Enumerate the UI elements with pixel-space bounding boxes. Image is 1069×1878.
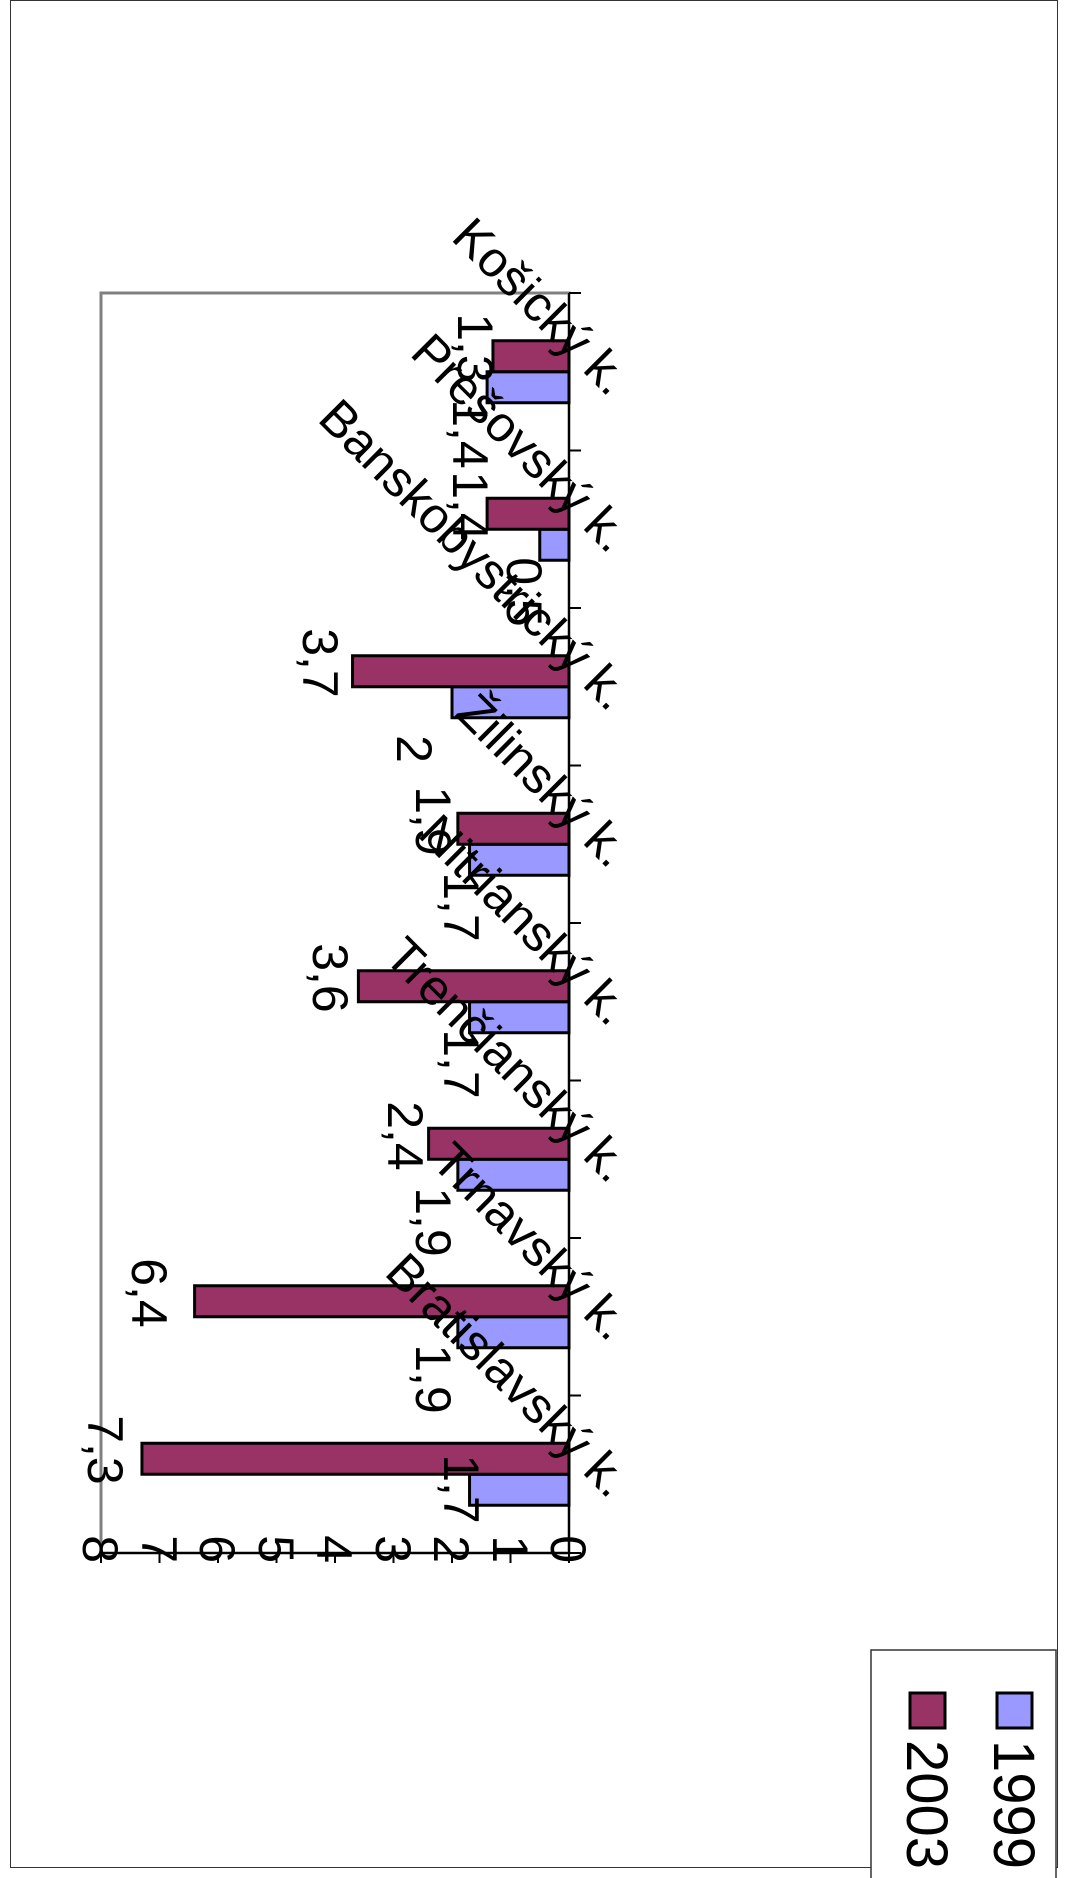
rotated-chart-group: 0 1 2 3 4 5 6 7 8 Bratislavský k. Trnavs… [72,207,1057,1878]
tick-label-0: 0 [540,1535,596,1563]
bar-2003-presovsky [485,496,571,531]
tick-label-8: 8 [72,1535,128,1563]
bar-2003-kosicky [491,339,571,374]
tick-label-1: 1 [482,1535,538,1563]
data-label-2003-trnavsky: 6,4 [121,1258,177,1328]
tick-label-6: 6 [189,1535,245,1563]
data-label-1999-zilinsky: 1,7 [433,872,489,942]
data-label-1999-trnavsky: 1,9 [405,1344,461,1414]
tick-label-3: 3 [365,1535,421,1563]
legend: 1999 2003 [870,1649,1057,1878]
legend-label-2003: 2003 [894,1740,959,1869]
legend-label-1999: 1999 [981,1740,1046,1869]
bar-2003-zilinsky [456,811,571,846]
data-label-1999-banskobystricky: 2 [386,735,442,763]
category-labels: Bratislavský k. Trnavský k. Trenčianský … [308,207,640,1508]
tick-label-4: 4 [306,1535,362,1563]
data-label-2003-bratislavsky: 7,3 [77,1415,133,1485]
tick-label-7: 7 [131,1535,187,1563]
data-label-2003-banskobystricky: 3,7 [292,628,348,698]
bar-2003-banskobystricky [351,654,571,689]
data-label-2003-zilinsky: 1,9 [405,786,461,856]
tick-label-2: 2 [423,1535,479,1563]
tick-marks [100,292,581,1563]
data-label-1999-trenciansky: 1,9 [405,1187,461,1257]
data-label-1999-presovsky: 0,5 [496,557,552,627]
bar-2003-trnavsky [193,1284,571,1319]
data-label-2003-trenciansky: 2,4 [377,1101,433,1171]
data-label-1999-kosicky: 1,4 [442,399,498,469]
bar-2003-trenciansky [427,1126,571,1161]
bars [140,339,571,1507]
data-labels: 1,7 7,3 1,9 6,4 1,9 2,4 1,7 3,6 1,7 1,9 … [77,313,552,1524]
bar-1999-presovsky [538,527,571,562]
bar-2003-nitriansky [356,969,571,1004]
legend-swatch-2003 [908,1691,947,1730]
value-tick-labels: 0 1 2 3 4 5 6 7 8 [72,1535,596,1563]
data-label-2003-presovsky: 1,4 [442,471,498,541]
data-label-1999-nitriansky: 1,7 [433,1029,489,1099]
data-label-2003-nitriansky: 3,6 [302,943,358,1013]
data-label-2003-kosicky: 1,3 [447,313,503,383]
bar-2003-bratislavsky [140,1441,571,1476]
legend-swatch-1999 [995,1691,1034,1730]
tick-label-5: 5 [248,1535,304,1563]
chart-frame [10,0,1058,1868]
data-label-1999-bratislavsky: 1,7 [433,1454,489,1524]
